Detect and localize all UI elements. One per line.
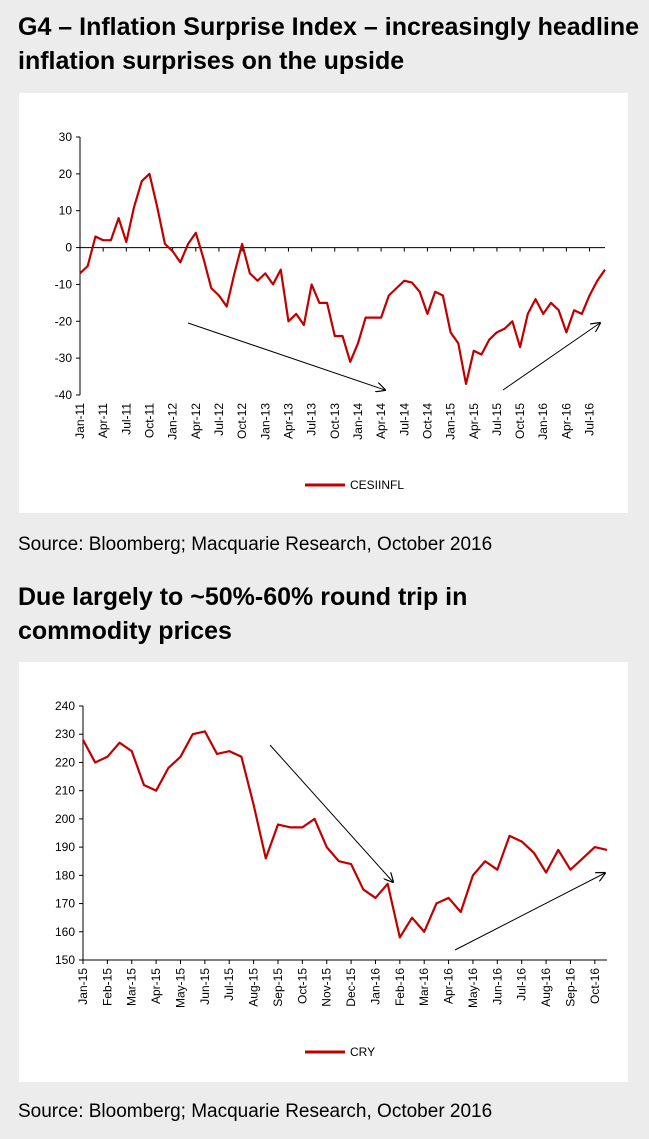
x-tick-label: May-16 [466, 968, 480, 1008]
x-tick-label: Jan-15 [444, 403, 458, 440]
x-tick-label: Sep-16 [563, 968, 577, 1007]
x-tick-label: Feb-16 [393, 968, 407, 1006]
y-tick-label: 200 [55, 812, 75, 826]
x-tick-label: Oct-15 [295, 968, 309, 1004]
y-tick-label: 240 [55, 699, 75, 713]
x-tick-label: Oct-14 [420, 403, 434, 439]
y-tick-label: 10 [59, 204, 73, 218]
x-tick-label: Oct-12 [235, 403, 249, 439]
chart-title: Due largely to ~50%-60% round trip in co… [18, 583, 468, 645]
arrow [454, 873, 605, 951]
x-tick-label: Apr-15 [149, 968, 163, 1004]
x-tick-label: Mar-16 [417, 968, 431, 1006]
legend-label: CRY [350, 1045, 375, 1059]
y-tick-label: 190 [55, 840, 75, 854]
source: Source: Bloomberg; Macquarie Research, O… [18, 1101, 493, 1122]
x-tick-label: Jan-13 [258, 403, 272, 440]
x-tick-label: Mar-15 [125, 968, 139, 1006]
y-tick-label: 180 [55, 868, 75, 882]
x-tick-label: Jul-16 [583, 403, 597, 436]
x-tick-label: Jul-15 [222, 968, 236, 1001]
panel [19, 662, 628, 1082]
x-tick-label: Sep-15 [271, 968, 285, 1007]
x-tick-label: Feb-15 [100, 968, 114, 1006]
y-tick-label: -30 [55, 351, 73, 365]
x-tick-label: Jan-15 [76, 968, 90, 1005]
x-tick-label: Oct-16 [588, 968, 602, 1004]
x-tick-label: Dec-15 [344, 968, 358, 1007]
source: Source: Bloomberg; Macquarie Research, O… [18, 534, 493, 555]
x-tick-label: Nov-15 [320, 968, 334, 1007]
arrow [269, 744, 393, 882]
arrow [187, 322, 385, 390]
data-line [79, 172, 606, 386]
y-tick-label: 230 [55, 727, 75, 741]
x-tick-label: Jan-16 [536, 403, 550, 440]
y-tick-label: 170 [55, 897, 75, 911]
x-tick-label: Jun-15 [198, 968, 212, 1005]
x-tick-label: Apr-16 [559, 403, 573, 439]
x-tick-label: Apr-13 [281, 403, 295, 439]
x-tick-label: Apr-11 [96, 403, 110, 438]
x-tick-label: Oct-15 [513, 403, 527, 439]
y-tick-label: 0 [65, 241, 72, 255]
x-tick-label: May-15 [173, 968, 187, 1008]
x-tick-label: Jul-11 [119, 403, 133, 435]
x-tick-label: Jul-14 [397, 403, 411, 436]
x-tick-label: Aug-15 [247, 968, 261, 1007]
y-tick-label: 150 [55, 953, 75, 967]
x-tick-label: Jul-15 [490, 403, 504, 436]
x-tick-label: Aug-16 [539, 968, 553, 1007]
y-tick-label: -40 [55, 388, 73, 402]
x-tick-label: Jan-14 [351, 403, 365, 440]
x-tick-label: Apr-14 [374, 403, 388, 439]
x-tick-label: Jun-16 [490, 968, 504, 1005]
x-tick-label: Jul-16 [515, 968, 529, 1001]
x-tick-label: Jan-11 [73, 403, 87, 439]
x-tick-label: Jul-13 [305, 403, 319, 436]
y-tick-label: -10 [55, 277, 73, 291]
x-tick-label: Apr-16 [442, 968, 456, 1004]
y-tick-label: 220 [55, 755, 75, 769]
x-tick-label: Jan-12 [166, 403, 180, 440]
x-tick-label: Apr-15 [467, 403, 481, 439]
x-tick-label: Apr-12 [189, 403, 203, 439]
y-tick-label: 160 [55, 925, 75, 939]
x-tick-label: Jul-12 [212, 403, 226, 436]
y-tick-label: 20 [59, 167, 73, 181]
chart-title: G4 – Inflation Surprise Index – increasi… [18, 13, 640, 75]
legend-label: CESIINFL [350, 478, 404, 492]
arrow [502, 323, 600, 391]
data-line [82, 730, 608, 939]
y-tick-label: 210 [55, 784, 75, 798]
x-tick-label: Jan-16 [368, 968, 382, 1005]
x-tick-label: Oct-11 [142, 403, 156, 438]
y-tick-label: 30 [59, 130, 73, 144]
y-tick-label: -20 [55, 314, 73, 328]
x-tick-label: Oct-13 [328, 403, 342, 439]
